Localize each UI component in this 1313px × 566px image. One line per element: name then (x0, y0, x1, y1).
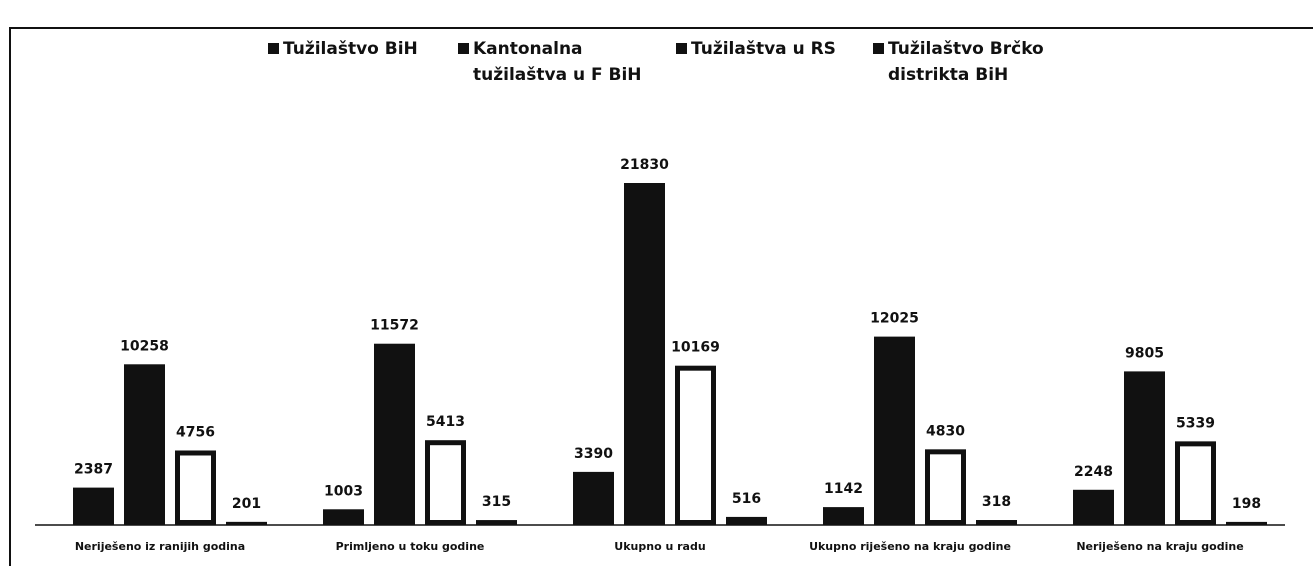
value-label: 198 (1232, 496, 1261, 512)
value-label: 4830 (926, 423, 965, 439)
legend-label: Tužilaštvo Brčko distrikta BiH (888, 39, 1044, 85)
legend-marker (458, 43, 469, 54)
bar (1124, 371, 1165, 525)
x-tick-label: Ukupno u radu (614, 540, 705, 553)
x-tick-label: Ukupno riješeno na kraju godine (809, 540, 1011, 553)
bar (124, 364, 165, 525)
bar (476, 520, 517, 525)
bar (1073, 489, 1114, 525)
bar (675, 365, 716, 525)
bar (573, 471, 614, 525)
value-label: 11572 (370, 318, 419, 334)
legend-item: Tužilaštvo BiH (268, 36, 463, 62)
legend-label: Kantonalna tužilaštva u F BiH (473, 39, 642, 85)
legend-item: Kantonalna tužilaštva u F BiH (458, 36, 648, 88)
bar (726, 516, 767, 525)
value-label: 10258 (120, 338, 169, 354)
bar (73, 487, 114, 525)
bar (1226, 521, 1267, 525)
bar (1175, 441, 1216, 525)
bar (374, 343, 415, 525)
value-label: 1142 (824, 481, 863, 497)
value-label: 318 (982, 494, 1011, 510)
legend-label: Tužilaštva u RS (691, 39, 836, 59)
frame (9, 27, 1313, 566)
x-tick-label: Neriješeno iz ranijih godina (75, 540, 245, 553)
bar (976, 520, 1017, 525)
x-tick-label: Primljeno u toku godine (336, 540, 485, 553)
value-label: 10169 (671, 340, 720, 356)
bar (425, 440, 466, 526)
value-label: 5339 (1176, 415, 1215, 431)
bar (925, 449, 966, 526)
legend-item: Tužilaštvo Brčko distrikta BiH (873, 36, 1088, 88)
value-label: 516 (732, 491, 761, 507)
value-label: 1003 (324, 483, 363, 499)
value-label: 4756 (176, 424, 215, 440)
value-label: 5413 (426, 414, 465, 430)
value-label: 12025 (870, 311, 919, 327)
legend-label: Tužilaštvo BiH (283, 39, 418, 59)
bar (323, 509, 364, 525)
value-label: 201 (232, 496, 261, 512)
value-label: 2387 (74, 462, 113, 478)
bar (823, 507, 864, 525)
value-label: 315 (482, 494, 511, 510)
bar (624, 183, 665, 525)
value-label: 9805 (1125, 345, 1164, 361)
legend-marker (676, 43, 687, 54)
bar (874, 336, 915, 525)
value-label: 2248 (1074, 464, 1113, 480)
value-label: 3390 (574, 446, 613, 462)
bar (226, 521, 267, 525)
legend-marker (873, 43, 884, 54)
x-tick-label: Neriješeno na kraju godine (1076, 540, 1243, 553)
value-label: 21830 (620, 157, 669, 173)
bar (175, 450, 216, 525)
legend-item: Tužilaštva u RS (676, 36, 881, 62)
legend-marker (268, 43, 279, 54)
